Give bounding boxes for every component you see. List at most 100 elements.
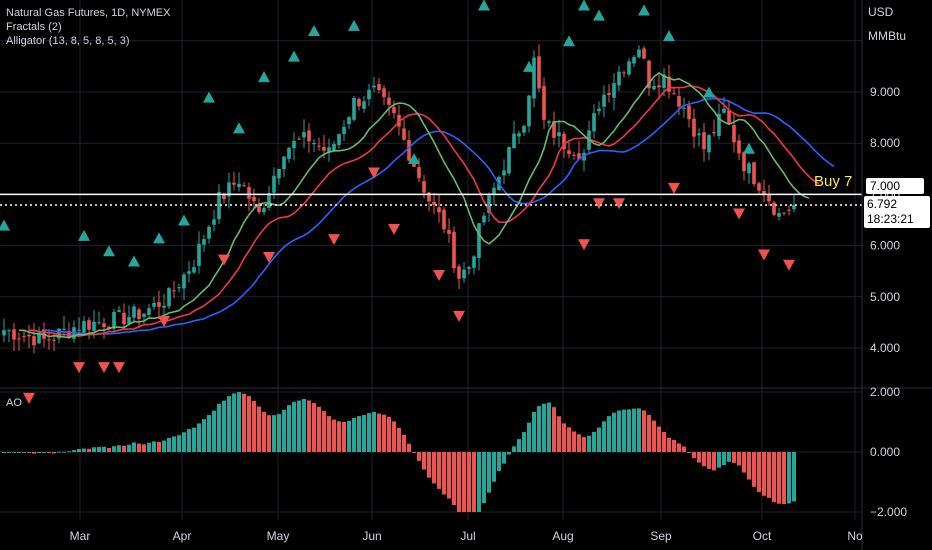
- candle: [102, 317, 106, 339]
- ao-bar: [792, 452, 796, 502]
- candle-body: [227, 182, 231, 197]
- candle: [202, 234, 206, 252]
- ao-bar: [437, 452, 441, 489]
- candle: [772, 201, 776, 217]
- fractal-up-marker: [308, 25, 320, 37]
- candle: [432, 192, 436, 215]
- fractal-down-marker: [758, 249, 770, 261]
- ao-bar: [387, 416, 391, 452]
- ao-bar: [357, 416, 361, 452]
- candle-body: [307, 130, 311, 142]
- candle-body: [247, 187, 251, 199]
- fractal-down-marker: [613, 198, 625, 210]
- candle: [242, 182, 246, 187]
- ao-bar: [772, 452, 776, 503]
- candle: [162, 293, 166, 318]
- ao-bar: [497, 452, 501, 471]
- ao-bar: [132, 442, 136, 452]
- line-price-tag[interactable]: 7.000: [866, 178, 924, 194]
- candle: [397, 104, 401, 136]
- candle-body: [572, 154, 576, 156]
- unit-label[interactable]: MMBtu: [868, 29, 907, 43]
- candle-body: [272, 175, 276, 193]
- candle: [527, 94, 531, 133]
- candle: [392, 100, 396, 119]
- candle: [737, 134, 741, 161]
- symbol-title[interactable]: Natural Gas Futures, 1D, NYMEX: [6, 7, 171, 19]
- candle: [27, 324, 31, 349]
- ao-bar: [77, 449, 81, 452]
- fractal-down-marker: [733, 208, 745, 220]
- ao-bar: [692, 452, 696, 459]
- ao-bar: [252, 400, 256, 452]
- candle-body: [597, 108, 601, 112]
- candle-body: [557, 132, 561, 137]
- candle-body: [182, 274, 186, 289]
- candle: [387, 91, 391, 116]
- fractal-up-marker: [478, 0, 490, 11]
- currency-label[interactable]: USD: [868, 5, 894, 19]
- candle: [652, 79, 656, 91]
- ao-bar: [287, 405, 291, 452]
- ao-bar: [722, 452, 726, 466]
- candle: [262, 204, 266, 216]
- candle: [337, 133, 341, 149]
- candle-body: [792, 205, 796, 210]
- candle-body: [657, 85, 661, 88]
- fractal-down-marker: [263, 252, 275, 264]
- candle-body: [27, 334, 31, 337]
- candle-body: [782, 212, 786, 214]
- ao-bar: [312, 403, 316, 452]
- last-price-tag[interactable]: 6.792 18:23:21: [864, 196, 930, 228]
- ao-legend[interactable]: AO: [6, 397, 22, 409]
- ao-bar: [152, 441, 156, 452]
- candle: [507, 146, 511, 176]
- ao-bar: [262, 411, 266, 452]
- candle: [637, 45, 641, 59]
- candle: [187, 261, 191, 283]
- candle: [687, 100, 691, 128]
- candle: [302, 119, 306, 149]
- alligator-legend[interactable]: Alligator (13, 8, 5, 8, 5, 3): [6, 35, 130, 47]
- candle: [152, 296, 156, 310]
- candle-body: [647, 60, 651, 89]
- candle-body: [687, 105, 691, 120]
- candle-body: [22, 336, 26, 338]
- price-tick-label: 4.000: [870, 341, 900, 355]
- candle: [127, 305, 131, 326]
- candle-body: [742, 152, 746, 172]
- price-tick-label: 8.000: [870, 136, 900, 150]
- ao-bar: [142, 444, 146, 452]
- fractal-up-marker: [408, 153, 420, 165]
- ao-bar: [687, 452, 691, 453]
- candle-body: [667, 76, 671, 92]
- ao-bar: [177, 435, 181, 452]
- candle-body: [777, 213, 781, 217]
- candle-body: [452, 231, 456, 269]
- ao-bar: [97, 446, 101, 452]
- candle: [122, 303, 126, 330]
- candle: [677, 87, 681, 116]
- ao-bar: [702, 452, 706, 467]
- ao-bar: [137, 443, 141, 452]
- candle: [632, 55, 636, 67]
- ao-bar: [587, 435, 591, 452]
- candle: [37, 326, 41, 345]
- ao-bar: [342, 421, 346, 452]
- ao-bar: [67, 451, 71, 453]
- candle-body: [552, 121, 556, 138]
- candle: [317, 137, 321, 151]
- candle: [297, 136, 301, 140]
- ao-bar: [567, 427, 571, 452]
- ao-bar: [147, 442, 151, 452]
- candle-body: [87, 320, 91, 330]
- candle: [377, 78, 381, 94]
- fractals-legend[interactable]: Fractals (2): [6, 21, 62, 33]
- ao-bar: [422, 452, 426, 470]
- ao-bar: [332, 419, 336, 452]
- ao-bar: [377, 413, 381, 452]
- ao-bar: [237, 392, 241, 452]
- candle: [657, 74, 661, 100]
- candle-body: [442, 209, 446, 230]
